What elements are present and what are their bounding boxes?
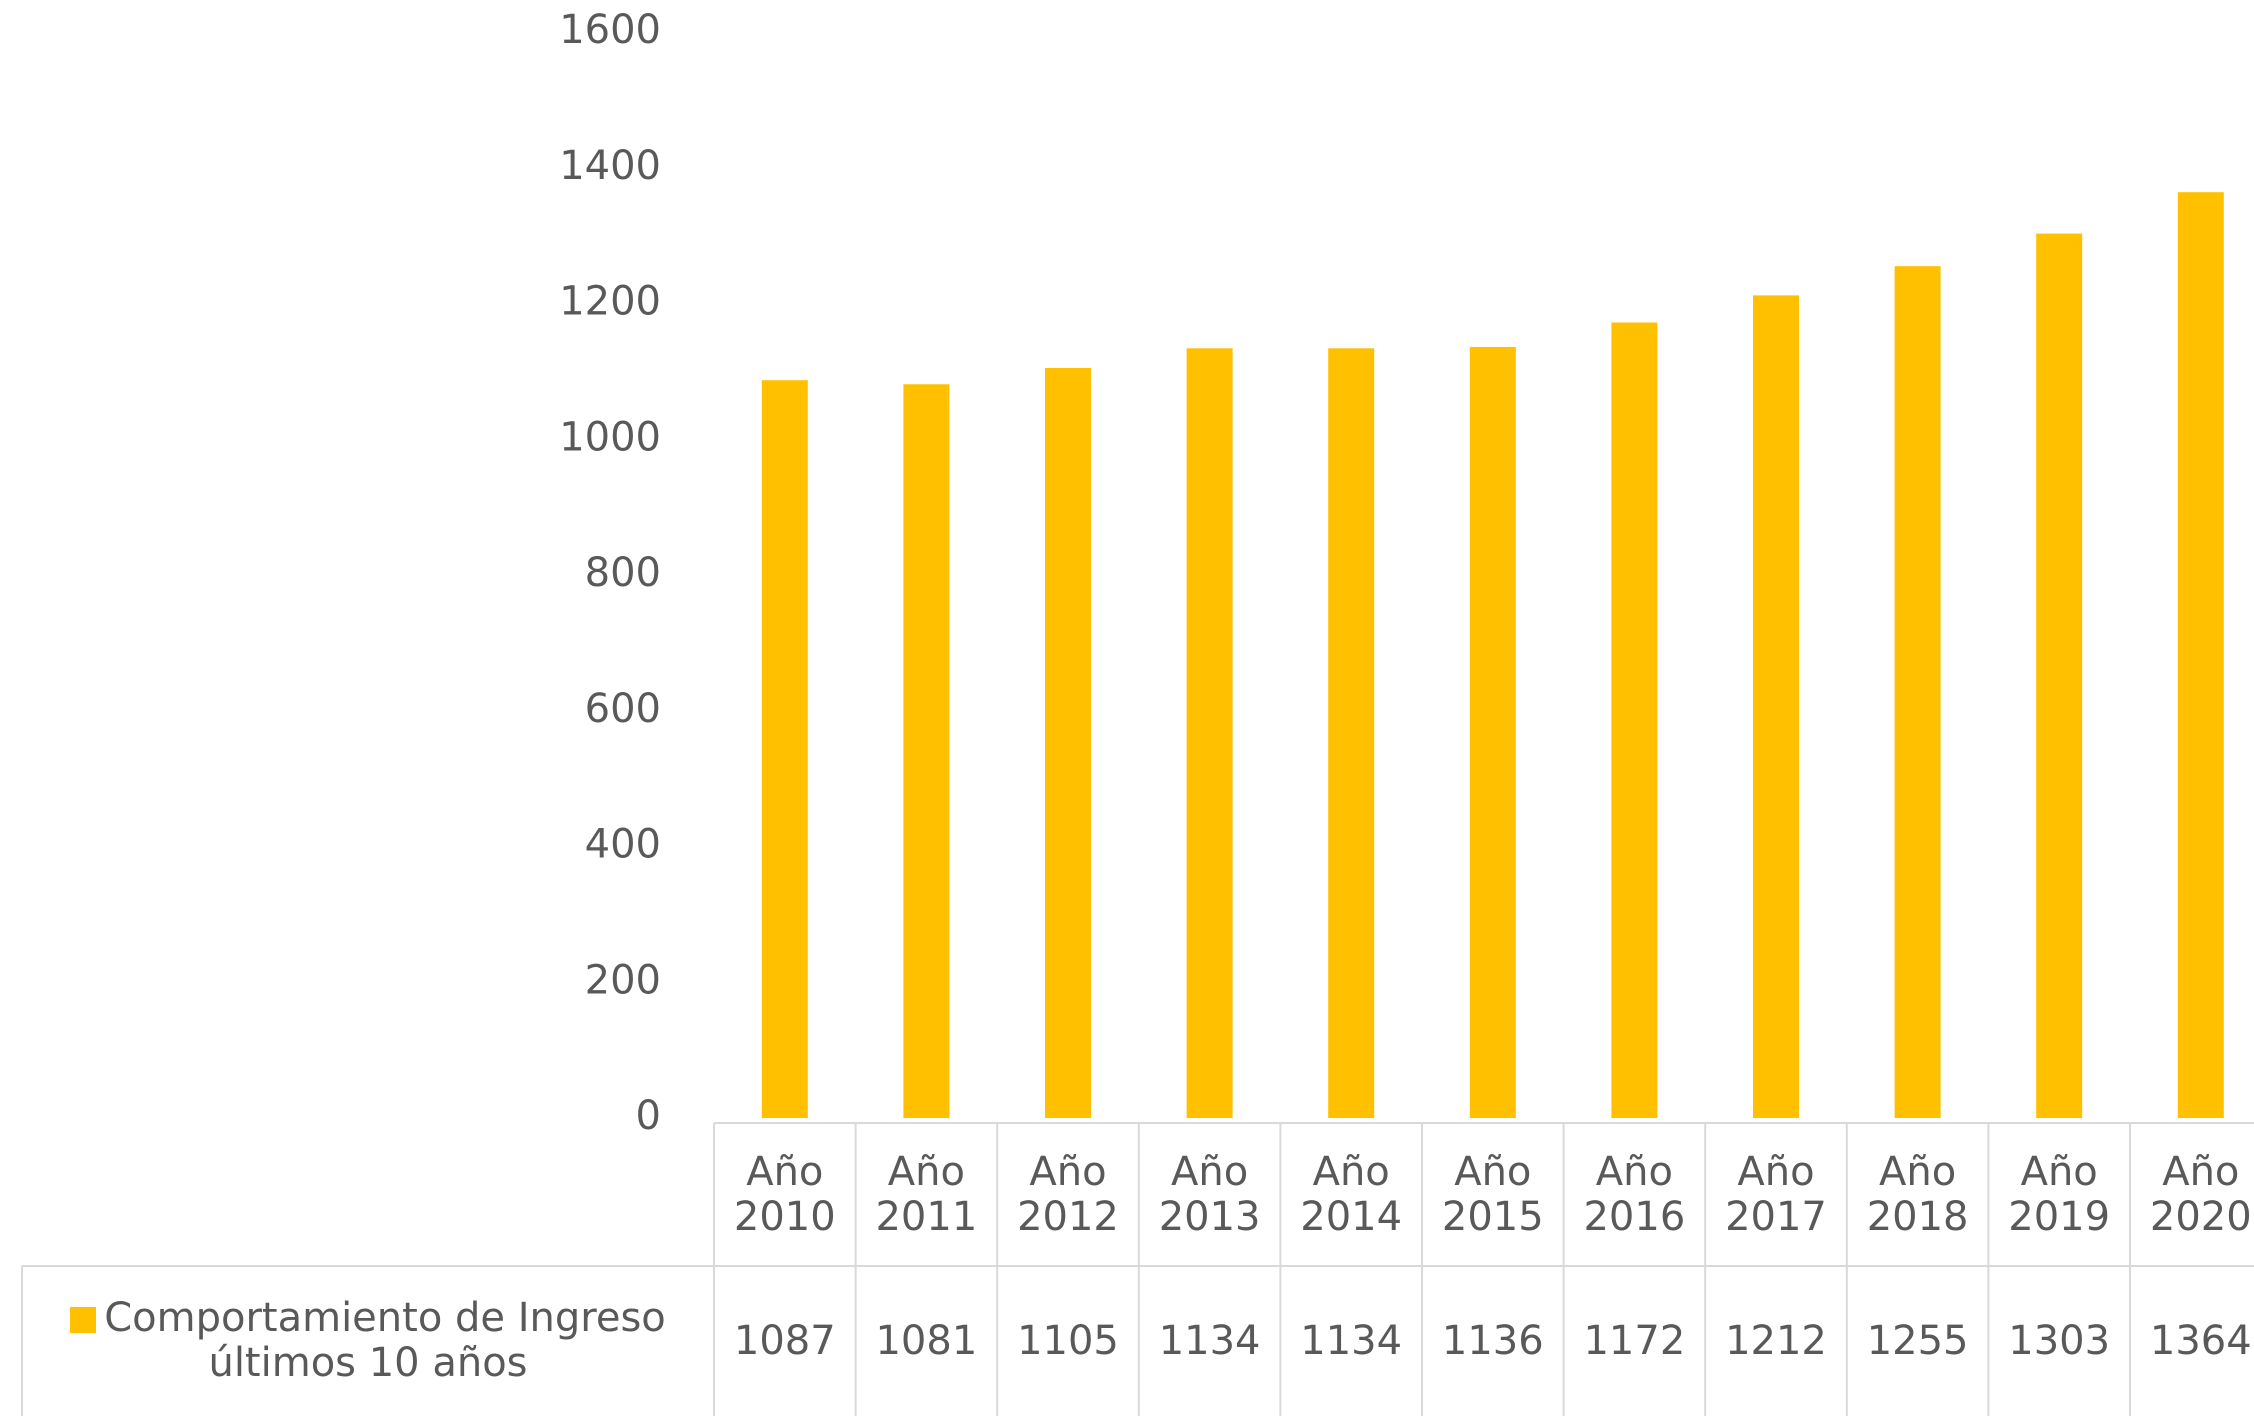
bar (1186, 348, 1233, 1118)
table-value-text: 1087 (733, 1317, 836, 1364)
table-value: 1364 (2130, 1266, 2254, 1416)
table-value: 1105 (997, 1266, 1139, 1416)
legend-entry: Comportamiento de Ingreso últimos 10 año… (22, 1266, 714, 1416)
x-tick-label: Año 2010 (714, 1123, 856, 1266)
y-tick-label: 400 (585, 822, 661, 868)
x-tick-label: Año 2015 (1422, 1123, 1564, 1266)
table-value-text: 1212 (1725, 1317, 1827, 1364)
y-tick-label: 1400 (559, 143, 661, 189)
table-value: 1136 (1422, 1266, 1564, 1416)
x-tick-label: Año 2013 (1139, 1123, 1281, 1266)
y-tick-label: 800 (585, 550, 661, 596)
bar (1469, 346, 1516, 1118)
y-tick-label: 200 (585, 957, 661, 1003)
x-tick-label-text: Año 2013 (1158, 1148, 1261, 1240)
table-value: 1087 (714, 1266, 856, 1416)
table-value-text: 1255 (1866, 1317, 1969, 1364)
x-tick-label: Año 2017 (1705, 1123, 1847, 1266)
legend-label: Comportamiento de Ingreso últimos 10 año… (26, 1296, 710, 1386)
table-value-text: 1134 (1158, 1317, 1261, 1364)
bar (1328, 348, 1375, 1118)
bar (761, 380, 808, 1119)
table-value: 1134 (1280, 1266, 1422, 1416)
x-tick-label-text: Año 2014 (1300, 1148, 1403, 1240)
x-tick-label: Año 2011 (856, 1123, 998, 1266)
x-tick-label-text: Año 2017 (1725, 1148, 1827, 1240)
legend-text: Comportamiento de Ingreso últimos 10 año… (104, 1295, 666, 1386)
table-value-text: 1081 (875, 1317, 978, 1364)
table-value-text: 1303 (2008, 1317, 2111, 1364)
table-value: 1172 (1564, 1266, 1706, 1416)
x-tick-label: Año 2014 (1280, 1123, 1422, 1266)
x-tick-label-text: Año 2012 (1017, 1148, 1119, 1240)
y-tick-label: 0 (636, 1093, 661, 1139)
x-tick-label-text: Año 2010 (733, 1148, 836, 1240)
table-value: 1081 (856, 1266, 998, 1416)
bar (1894, 266, 1941, 1118)
x-tick-label-text: Año 2011 (875, 1148, 978, 1240)
x-tick-label: Año 2019 (1988, 1123, 2130, 1266)
table-value: 1212 (1705, 1266, 1847, 1416)
bar (1045, 367, 1091, 1118)
table-value: 1255 (1847, 1266, 1989, 1416)
table-value-text: 1105 (1017, 1317, 1119, 1364)
x-tick-label: Año 2016 (1564, 1123, 1706, 1266)
table-value-text: 1364 (2149, 1317, 2252, 1364)
bar (2177, 192, 2224, 1118)
x-tick-label-text: Año 2019 (2008, 1148, 2111, 1240)
bar (903, 384, 950, 1118)
table-value: 1134 (1139, 1266, 1281, 1416)
y-tick-label: 1000 (559, 414, 661, 460)
x-tick-label: Año 2020 (2130, 1123, 2254, 1266)
x-tick-label: Año 2018 (1847, 1123, 1989, 1266)
bar (1753, 295, 1799, 1119)
y-tick-label: 600 (585, 686, 661, 732)
x-tick-label-text: Año 2016 (1583, 1148, 1686, 1240)
table-value-text: 1134 (1300, 1317, 1403, 1364)
legend-swatch (70, 1307, 97, 1334)
table-value-text: 1136 (1441, 1317, 1544, 1364)
x-tick-label-text: Año 2020 (2149, 1148, 2252, 1240)
x-tick-label: Año 2012 (997, 1123, 1139, 1266)
y-tick-label: 1200 (559, 279, 661, 325)
x-tick-label-text: Año 2018 (1866, 1148, 1969, 1240)
table-value: 1303 (1988, 1266, 2130, 1416)
y-tick-label: 1600 (559, 7, 661, 53)
table-value-text: 1172 (1583, 1317, 1686, 1364)
bar (1611, 322, 1658, 1118)
x-tick-label-text: Año 2015 (1441, 1148, 1544, 1240)
bar (2036, 233, 2083, 1118)
